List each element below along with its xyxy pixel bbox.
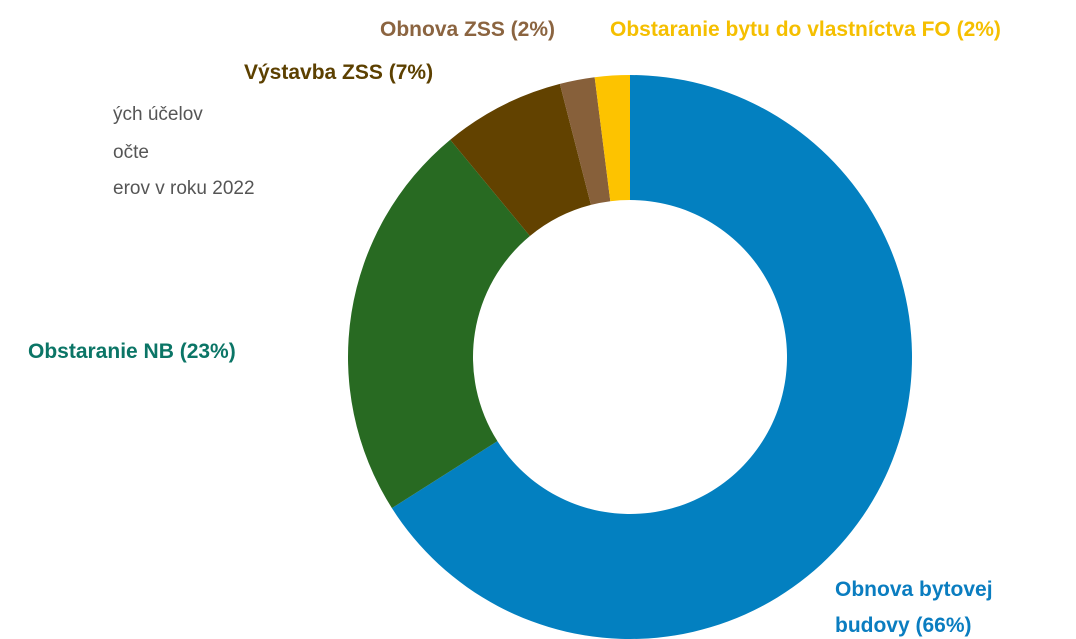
data-label: Obstaranie bytu do vlastníctva FO (2%): [610, 18, 1001, 41]
slice: [594, 75, 630, 202]
slice: [391, 75, 912, 639]
slice: [348, 139, 530, 509]
subtitle-line: erov v roku 2022: [113, 178, 255, 199]
subtitle-line: ých účelov: [113, 104, 203, 125]
data-label: Obnova bytovej budovy (66%): [835, 578, 993, 637]
data-label: Obstaranie NB (23%): [28, 340, 236, 363]
subtitle-line: očte: [113, 142, 149, 163]
slice: [559, 77, 611, 205]
data-label: Výstavba ZSS (7%): [244, 61, 434, 84]
data-label: Obnova ZSS (2%): [380, 18, 556, 41]
slice: [450, 83, 591, 237]
